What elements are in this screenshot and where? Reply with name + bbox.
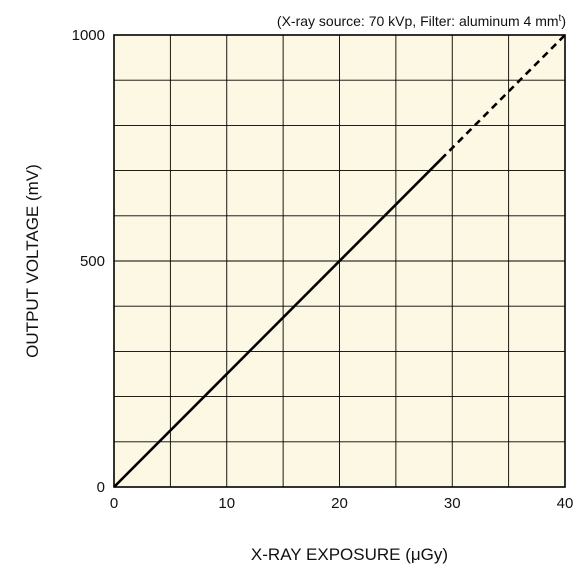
annotation-close: ) <box>561 13 566 29</box>
y-tick-label: 500 <box>80 253 105 270</box>
y-tick-label: 0 <box>97 479 105 496</box>
x-tick-label: 30 <box>444 495 461 512</box>
annotation-superscript: t <box>559 13 562 24</box>
x-tick-label: 20 <box>331 495 348 512</box>
y-axis-title: OUTPUT VOLTAGE (mV) <box>23 164 42 358</box>
chart-annotation: (X-ray source: 70 kVp, Filter: aluminum … <box>277 13 566 29</box>
tick-group: 0 10 20 30 40 0 500 1000 <box>72 27 574 512</box>
y-tick-label: 1000 <box>72 27 105 44</box>
plot-frame <box>113 34 566 488</box>
series-line-solid <box>113 158 442 488</box>
series-line-dashed <box>440 34 566 161</box>
annotation-text: (X-ray source: 70 kVp, Filter: aluminum … <box>277 13 559 29</box>
x-tick-label: 0 <box>110 495 118 512</box>
x-axis-title: X-RAY EXPOSURE (μGy) <box>251 545 448 564</box>
series-group <box>113 34 566 488</box>
x-tick-label: 40 <box>557 495 574 512</box>
grid <box>114 35 565 487</box>
x-tick-label: 10 <box>218 495 235 512</box>
